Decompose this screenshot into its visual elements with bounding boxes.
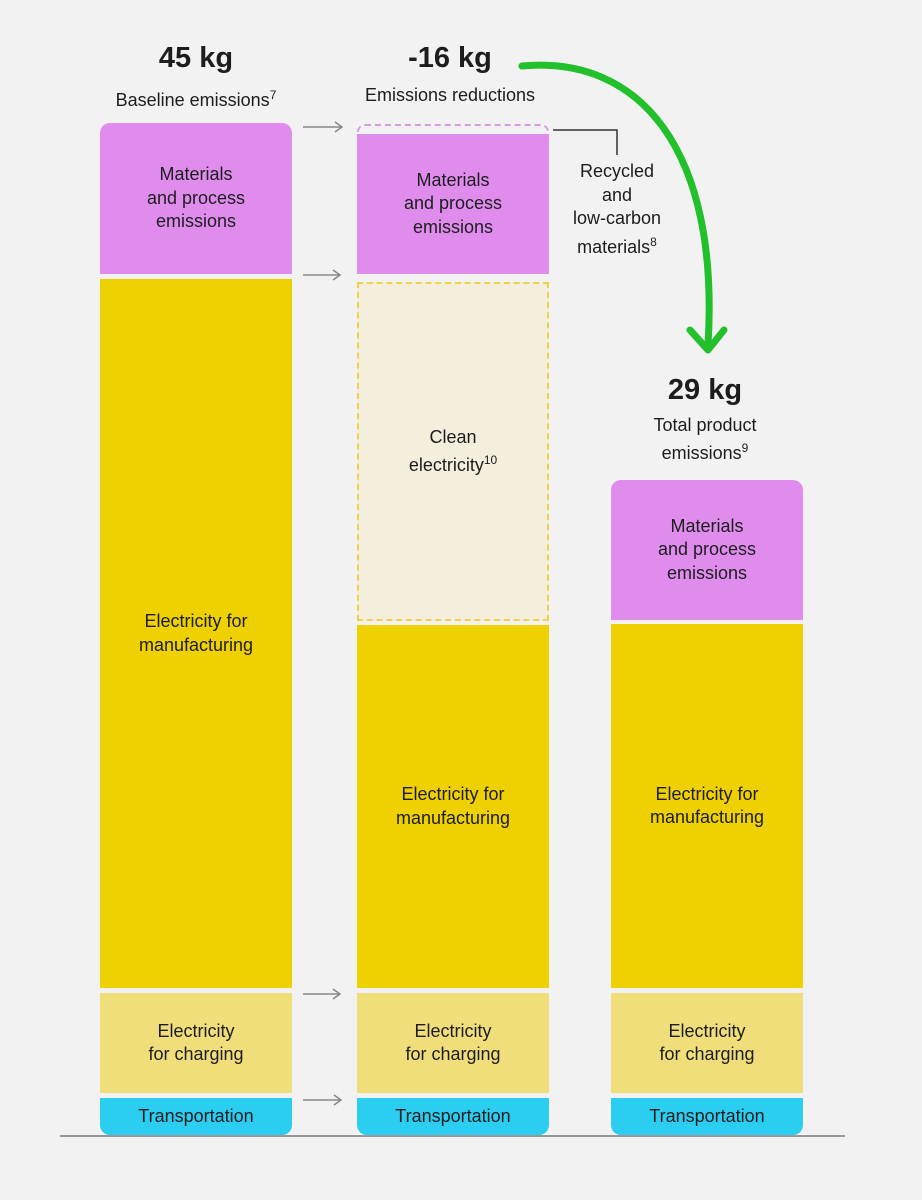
materials-reduction-outline xyxy=(357,124,549,138)
arrow-right-icon xyxy=(303,988,342,1000)
final-total: 29 kg xyxy=(667,374,743,406)
final-materials-segment: Materials and process emissions xyxy=(611,480,803,620)
callout-bracket xyxy=(553,129,618,155)
arrow-right-icon xyxy=(303,1094,343,1106)
arrow-right-icon xyxy=(303,269,342,281)
reductions-total: -16 kg xyxy=(408,42,492,74)
baseline-total: 45 kg xyxy=(158,42,234,74)
final-label: Total product emissions9 xyxy=(653,415,757,463)
reductions-charging-segment: Electricity for charging xyxy=(357,993,549,1093)
recycled-materials-callout: Recycled and low-carbon materials8 xyxy=(572,161,662,257)
arrow-right-icon xyxy=(303,121,344,133)
arrow-icons xyxy=(303,121,344,1106)
baseline-charging-segment: Electricity for charging xyxy=(100,993,292,1093)
baseline-label: Baseline emissions7 xyxy=(115,88,277,110)
baseline-transportation-segment: Transportation xyxy=(100,1098,292,1135)
reductions-materials-segment: Materials and process emissions xyxy=(357,134,549,274)
final-charging-segment: Electricity for charging xyxy=(611,993,803,1093)
baseline-manufacturing-segment: Electricity for manufacturing xyxy=(100,279,292,988)
green-curved-arrow-icon xyxy=(518,61,728,354)
baseline-materials-segment: Materials and process emissions xyxy=(100,123,292,274)
final-transportation-segment: Transportation xyxy=(611,1098,803,1135)
reductions-label: Emissions reductions xyxy=(364,85,536,105)
final-manufacturing-segment: Electricity for manufacturing xyxy=(611,624,803,988)
reductions-manufacturing-segment: Electricity for manufacturing xyxy=(357,625,549,988)
clean-electricity-segment: Clean electricity10 xyxy=(357,282,549,621)
reductions-transportation-segment: Transportation xyxy=(357,1098,549,1135)
